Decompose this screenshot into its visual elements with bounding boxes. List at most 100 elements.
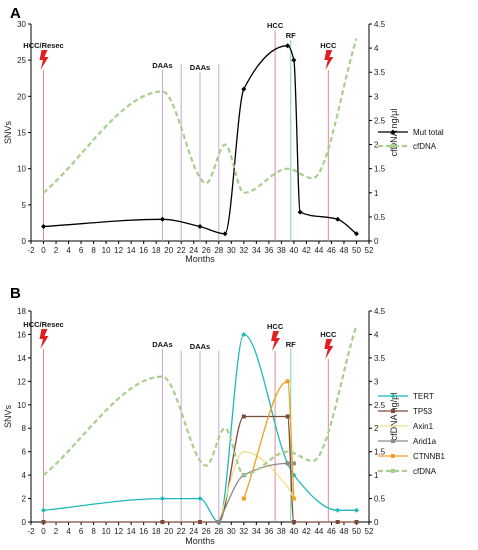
x-tick-label: 46 xyxy=(327,527,336,536)
data-point xyxy=(41,507,47,513)
series-line-tp53 xyxy=(43,415,357,523)
y-tick-label: 15 xyxy=(17,129,26,138)
series-line-cfdna xyxy=(42,324,358,477)
legend-marker xyxy=(391,409,395,413)
y-tick-label: 10 xyxy=(17,401,26,410)
data-point xyxy=(222,231,228,237)
x-tick-label: 36 xyxy=(264,246,273,255)
data-point xyxy=(335,216,341,222)
y2-axis-label: cfDNA ng/μl xyxy=(389,393,399,441)
y-tick-label: 10 xyxy=(17,165,26,174)
event-label-daas: DAAs xyxy=(190,342,210,351)
y2-tick-label: 0.5 xyxy=(374,495,386,504)
x-axis-label: Months xyxy=(185,254,215,264)
y-axis-label: SNVs xyxy=(3,121,13,145)
x-tick-label: 48 xyxy=(340,246,349,255)
y-tick-label: 4 xyxy=(22,471,27,480)
event-bolt-icon xyxy=(324,50,334,70)
y-tick-label: 0 xyxy=(22,518,27,527)
x-tick-label: 44 xyxy=(314,527,323,536)
data-point xyxy=(285,414,290,419)
y-tick-label: 16 xyxy=(17,330,26,339)
y-tick-label: 30 xyxy=(17,20,26,29)
event-label-daas: DAAs xyxy=(152,61,172,70)
event-bolt-icon xyxy=(39,50,49,70)
y-tick-label: 25 xyxy=(17,56,26,65)
x-tick-label: 18 xyxy=(152,527,161,536)
x-tick-label: 20 xyxy=(164,246,173,255)
data-point xyxy=(241,86,247,92)
data-point xyxy=(335,520,340,524)
x-tick-label: 14 xyxy=(127,527,136,536)
event-label-daas: DAAs xyxy=(190,63,210,72)
x-tick-label: 28 xyxy=(214,246,223,255)
y-tick-label: 18 xyxy=(17,307,26,316)
x-tick-label: 36 xyxy=(264,527,273,536)
x-tick-label: 10 xyxy=(102,246,111,255)
series-line-mut-total xyxy=(43,45,357,235)
y2-tick-label: 4.5 xyxy=(374,20,386,29)
x-tick-label: 4 xyxy=(66,527,71,536)
x-tick-label: 24 xyxy=(189,246,198,255)
data-point xyxy=(216,520,221,524)
x-tick-label: 50 xyxy=(352,246,361,255)
x-tick-label: 34 xyxy=(252,246,261,255)
event-label-hcc: HCC xyxy=(320,330,337,339)
legend-label-mut-total: Mut total xyxy=(413,128,444,137)
legend-marker xyxy=(390,129,396,135)
x-tick-label: 20 xyxy=(164,527,173,536)
data-point xyxy=(353,507,359,513)
data-point xyxy=(197,224,203,230)
data-point xyxy=(353,231,359,237)
y-tick-label: 0 xyxy=(22,237,27,246)
legend-label-cfdna: cfDNA xyxy=(413,467,437,476)
series-line-cfdna xyxy=(42,38,358,194)
legend-label-axin1: Axin1 xyxy=(413,422,434,431)
x-tick-label: 2 xyxy=(54,246,59,255)
data-point xyxy=(159,496,165,502)
y2-tick-label: 1 xyxy=(374,189,379,198)
data-point xyxy=(41,520,46,524)
x-tick-label: 6 xyxy=(79,527,84,536)
y2-tick-label: 1.5 xyxy=(374,165,386,174)
panel-label: B xyxy=(10,285,21,302)
data-point xyxy=(198,520,202,524)
event-label-daas: DAAs xyxy=(152,340,172,349)
y2-tick-label: 0 xyxy=(374,237,379,246)
x-tick-label: 44 xyxy=(314,246,323,255)
y-tick-label: 8 xyxy=(22,424,27,433)
y-axis-label: SNVs xyxy=(3,405,13,429)
legend-marker xyxy=(391,144,395,148)
event-label-hcc: HCC xyxy=(267,21,284,30)
x-tick-label: 34 xyxy=(252,527,261,536)
x-tick-label: 18 xyxy=(152,246,161,255)
x-tick-label: 6 xyxy=(79,246,84,255)
x-tick-label: 32 xyxy=(239,527,248,536)
x-tick-label: 12 xyxy=(114,527,123,536)
x-tick-label: 52 xyxy=(365,246,374,255)
legend-label-ctnnb1: CTNNB1 xyxy=(413,452,446,461)
data-point xyxy=(197,496,203,502)
event-label-hcc-resec: HCC/Resec xyxy=(23,320,63,329)
data-point xyxy=(291,496,296,501)
data-point xyxy=(241,331,247,337)
x-tick-label: 46 xyxy=(327,246,336,255)
data-point xyxy=(160,520,165,524)
data-point xyxy=(291,461,296,466)
data-point xyxy=(354,520,359,524)
series-line-arid1a xyxy=(218,462,294,523)
event-label-rf: RF xyxy=(286,31,296,40)
legend-marker xyxy=(391,469,395,473)
x-tick-label: 32 xyxy=(239,246,248,255)
x-tick-label: 12 xyxy=(114,246,123,255)
y2-tick-label: 1.5 xyxy=(374,448,386,457)
legend-marker xyxy=(391,454,395,458)
x-tick-label: 30 xyxy=(227,246,236,255)
y-tick-label: 20 xyxy=(17,92,26,101)
y2-tick-label: 2 xyxy=(374,424,379,433)
event-bolt-icon xyxy=(324,339,334,359)
x-tick-label: 16 xyxy=(139,246,148,255)
legend-marker xyxy=(391,439,395,443)
